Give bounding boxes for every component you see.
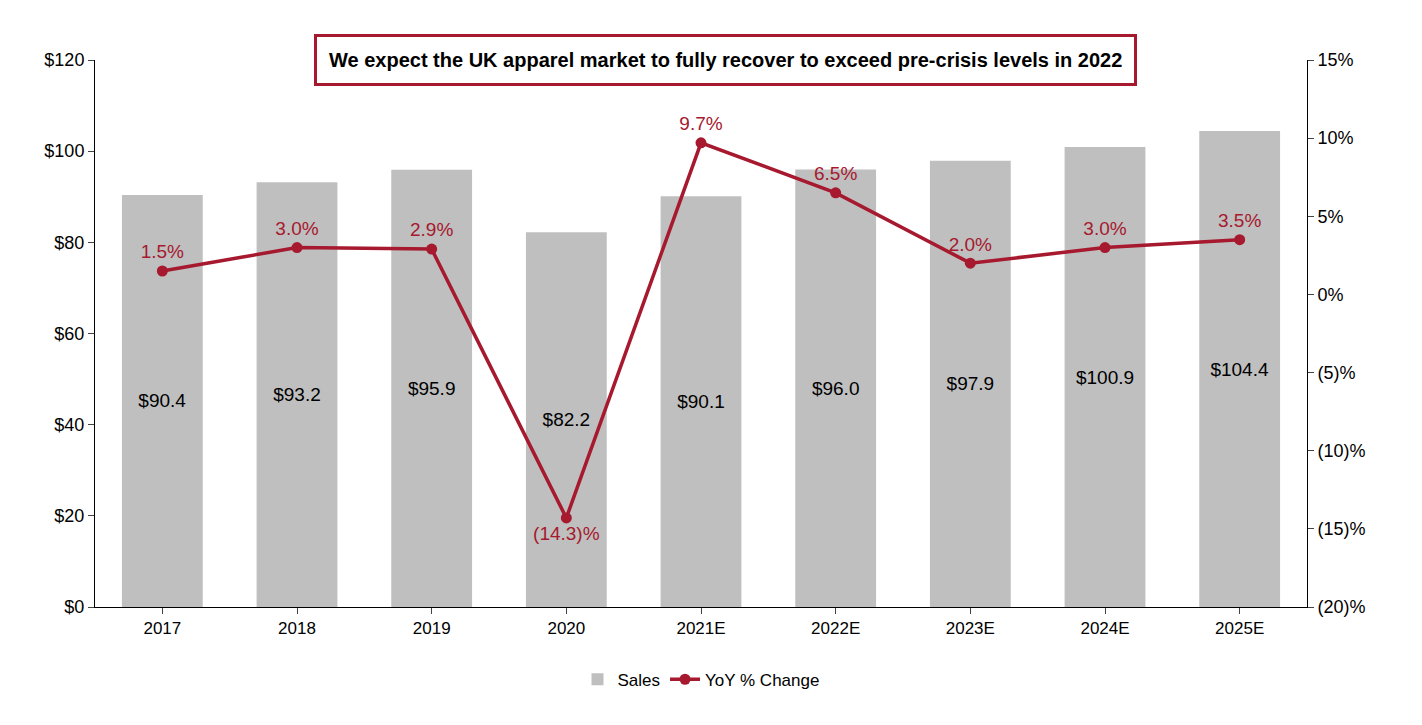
svg-text:(10)%: (10)% xyxy=(1318,441,1366,461)
svg-text:15%: 15% xyxy=(1318,50,1354,70)
svg-text:$60: $60 xyxy=(54,324,84,344)
svg-text:YoY % Change: YoY % Change xyxy=(705,671,819,690)
svg-text:$40: $40 xyxy=(54,415,84,435)
svg-text:(14.3)%: (14.3)% xyxy=(533,523,600,544)
svg-text:6.5%: 6.5% xyxy=(814,163,857,184)
svg-text:2024E: 2024E xyxy=(1080,619,1129,638)
svg-text:$20: $20 xyxy=(54,506,84,526)
svg-text:2022E: 2022E xyxy=(811,619,860,638)
svg-text:0%: 0% xyxy=(1318,285,1344,305)
svg-text:2.0%: 2.0% xyxy=(949,234,992,255)
svg-text:3.0%: 3.0% xyxy=(1083,218,1126,239)
svg-text:2020: 2020 xyxy=(547,619,585,638)
svg-text:2019: 2019 xyxy=(413,619,451,638)
svg-text:$90.4: $90.4 xyxy=(138,390,186,411)
svg-text:3.0%: 3.0% xyxy=(275,218,318,239)
svg-text:$104.4: $104.4 xyxy=(1210,359,1269,380)
svg-text:2017: 2017 xyxy=(143,619,181,638)
svg-text:(5)%: (5)% xyxy=(1318,363,1356,383)
svg-text:2021E: 2021E xyxy=(676,619,725,638)
svg-text:$90.1: $90.1 xyxy=(677,391,725,412)
svg-text:2023E: 2023E xyxy=(946,619,995,638)
svg-text:$80: $80 xyxy=(54,233,84,253)
svg-text:3.5%: 3.5% xyxy=(1218,210,1261,231)
svg-text:$82.2: $82.2 xyxy=(543,409,591,430)
svg-text:Sales: Sales xyxy=(618,671,661,690)
svg-text:We expect the UK apparel marke: We expect the UK apparel market to fully… xyxy=(329,49,1122,71)
svg-text:$100: $100 xyxy=(44,141,84,161)
svg-text:$93.2: $93.2 xyxy=(273,384,321,405)
svg-text:9.7%: 9.7% xyxy=(679,113,722,134)
svg-text:$120: $120 xyxy=(44,50,84,70)
svg-text:$97.9: $97.9 xyxy=(947,373,995,394)
svg-text:(20)%: (20)% xyxy=(1318,597,1366,617)
svg-text:(15)%: (15)% xyxy=(1318,519,1366,539)
svg-text:2025E: 2025E xyxy=(1215,619,1264,638)
svg-text:$96.0: $96.0 xyxy=(812,378,860,399)
svg-text:5%: 5% xyxy=(1318,207,1344,227)
svg-text:10%: 10% xyxy=(1318,128,1354,148)
svg-text:1.5%: 1.5% xyxy=(141,241,184,262)
svg-text:$100.9: $100.9 xyxy=(1076,367,1134,388)
svg-text:$95.9: $95.9 xyxy=(408,378,456,399)
svg-text:2.9%: 2.9% xyxy=(410,219,453,240)
svg-text:$0: $0 xyxy=(64,597,84,617)
svg-text:2018: 2018 xyxy=(278,619,316,638)
